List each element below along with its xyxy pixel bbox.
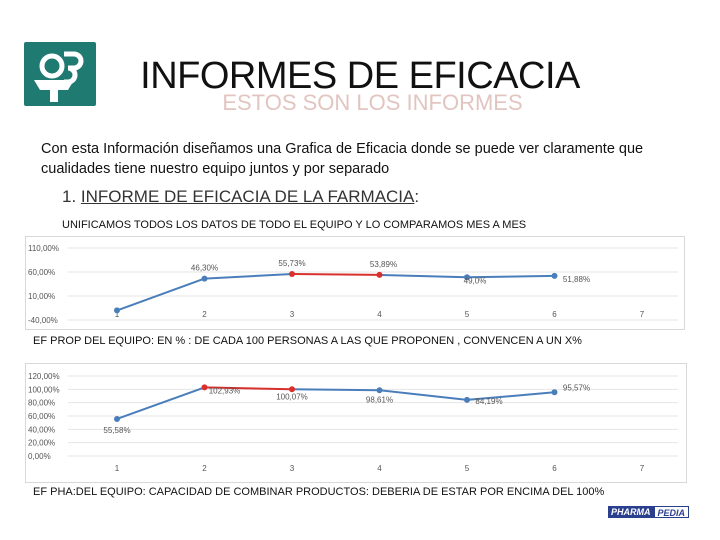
series-segment — [466, 274, 555, 279]
series-segment — [466, 391, 555, 401]
data-point — [289, 271, 295, 278]
x-tick-label: 1 — [115, 464, 120, 473]
y-tick-label: 0,00% — [28, 452, 51, 461]
chart-ef-prop: 120,00% 100,00% 80,00% 60,00% 40,00% 20,00% 0,… — [25, 363, 687, 483]
series-segment — [379, 389, 468, 401]
data-point — [376, 271, 383, 278]
data-label: 95,57% — [563, 383, 590, 392]
x-tick-label: 3 — [290, 464, 295, 473]
section-heading: 1. INFORME DE EFICACIA DE LA FARMACIA: — [62, 187, 419, 207]
data-point — [464, 396, 470, 403]
data-label: 55,58% — [103, 426, 130, 435]
x-tick-label: 6 — [552, 464, 557, 473]
x-tick-label: 7 — [640, 310, 645, 319]
data-label: 100,07% — [276, 392, 308, 401]
series-segment — [291, 388, 380, 392]
section-title: INFORME DE EFICACIA DE LA FARMACIA — [80, 187, 415, 206]
y-tick-label: -40,00% — [28, 316, 58, 325]
chart-ef-prop-svg: 120,00% 100,00% 80,00% 60,00% 40,00% 20,00% 0,… — [28, 372, 678, 473]
note-unificamos: UNIFICAMOS TODOS LOS DATOS DE TODO EL EQ… — [62, 219, 527, 231]
data-label: 51,88% — [563, 275, 590, 284]
x-tick-label: 5 — [465, 310, 470, 319]
series-segment — [379, 273, 468, 279]
y-tick-label: 60,00% — [28, 412, 55, 421]
y-tick-label: 40,00% — [28, 425, 55, 434]
data-label: 46,30% — [191, 264, 218, 273]
data-point — [289, 386, 295, 393]
x-tick-label: 4 — [377, 310, 382, 319]
x-tick-label: 2 — [202, 310, 207, 319]
series-segment-highlight — [204, 386, 293, 391]
data-label: 53,89% — [370, 260, 397, 269]
data-point — [114, 307, 120, 314]
x-tick-label: 3 — [290, 310, 295, 319]
series-segment — [116, 277, 205, 312]
section-colon: : — [414, 187, 420, 206]
chart-eficacia-farmacia: 110,00% 60,00% 10,00% -40,00% 1 2 3 4 5 6 7 46,30% 5… — [25, 236, 685, 330]
x-tick-label: 1 — [115, 310, 120, 319]
brand-part-pharma: PHARMA — [608, 506, 654, 518]
note-ef-prop: EF PROP DEL EQUIPO: EN % : DE CADA 100 P… — [33, 335, 582, 347]
note-ef-pha: EF PHA:DEL EQUIPO: CAPACIDAD DE COMBINAR… — [33, 486, 605, 498]
data-point — [114, 415, 120, 422]
x-tick-label: 6 — [552, 310, 557, 319]
chart-eficacia-svg: 110,00% 60,00% 10,00% -40,00% 1 2 3 4 5 6 7 46,30% 5… — [28, 244, 678, 325]
x-tick-label: 2 — [202, 464, 207, 473]
x-tick-label: 4 — [377, 464, 382, 473]
y-tick-label: 10,00% — [28, 292, 55, 301]
y-tick-label: 110,00% — [28, 244, 59, 253]
y-tick-label: 20,00% — [28, 439, 55, 448]
data-label: 49,0% — [464, 276, 487, 285]
data-label: 102,93% — [209, 386, 241, 395]
page-title: INFORMES DE EFICACIA — [140, 55, 580, 97]
page-subtitle: ESTOS SON LOS INFORMES — [222, 90, 523, 115]
data-point — [201, 275, 208, 282]
data-point — [201, 384, 208, 391]
series-segment — [116, 386, 205, 420]
data-point — [551, 389, 558, 396]
data-label: 84,19% — [475, 397, 502, 406]
y-tick-label: 60,00% — [28, 268, 55, 277]
brand-part-pedia: PEDIA — [653, 506, 690, 518]
section-number: 1. — [62, 187, 77, 206]
series-segment — [204, 273, 293, 280]
y-tick-label: 80,00% — [28, 399, 55, 408]
data-label: 55,73% — [278, 259, 305, 268]
x-tick-label: 7 — [640, 464, 645, 473]
data-point — [464, 274, 470, 281]
y-tick-label: 100,00% — [28, 385, 60, 394]
series-segment-highlight — [291, 273, 380, 276]
y-tick-label: 120,00% — [28, 372, 60, 381]
data-point — [376, 387, 383, 394]
pharmacy-logo-icon — [24, 42, 96, 106]
pharmapedia-logo: PHARMA PEDIA — [608, 506, 690, 518]
data-label: 98,61% — [366, 395, 393, 404]
x-tick-label: 5 — [465, 464, 470, 473]
data-point — [551, 272, 558, 279]
intro-paragraph: Con esta Información diseñamos una Grafi… — [41, 141, 644, 177]
